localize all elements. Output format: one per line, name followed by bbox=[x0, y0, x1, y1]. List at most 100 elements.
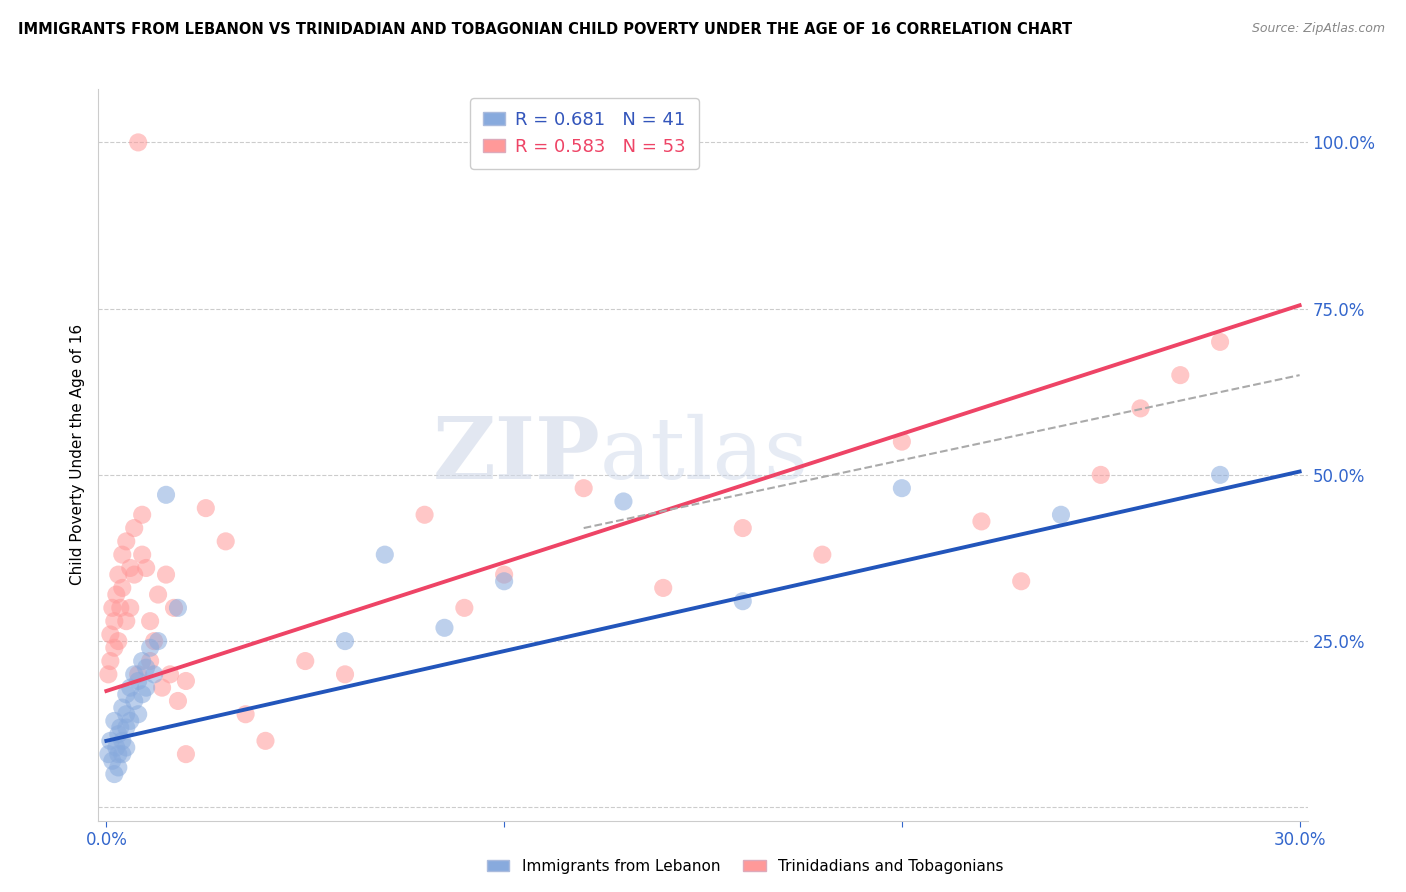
Point bbox=[103, 767, 125, 781]
Point bbox=[131, 508, 153, 522]
Point bbox=[111, 700, 134, 714]
Point bbox=[127, 136, 149, 150]
Point bbox=[135, 681, 157, 695]
Point bbox=[150, 681, 173, 695]
Point bbox=[131, 654, 153, 668]
Text: ZIP: ZIP bbox=[433, 413, 600, 497]
Point bbox=[127, 673, 149, 688]
Point bbox=[174, 747, 197, 761]
Y-axis label: Child Poverty Under the Age of 16: Child Poverty Under the Age of 16 bbox=[69, 325, 84, 585]
Point bbox=[135, 661, 157, 675]
Point bbox=[333, 634, 356, 648]
Point bbox=[155, 488, 177, 502]
Point bbox=[103, 714, 125, 728]
Point bbox=[120, 681, 142, 695]
Point bbox=[120, 561, 142, 575]
Point bbox=[97, 747, 120, 761]
Point bbox=[494, 574, 516, 589]
Point bbox=[107, 760, 129, 774]
Legend: Immigrants from Lebanon, Trinidadians and Tobagonians: Immigrants from Lebanon, Trinidadians an… bbox=[481, 853, 1010, 880]
Point bbox=[215, 534, 238, 549]
Point bbox=[194, 501, 217, 516]
Point bbox=[1090, 467, 1112, 482]
Point bbox=[139, 640, 162, 655]
Text: Source: ZipAtlas.com: Source: ZipAtlas.com bbox=[1251, 22, 1385, 36]
Point bbox=[115, 687, 138, 701]
Point bbox=[731, 521, 754, 535]
Point bbox=[167, 694, 190, 708]
Point bbox=[120, 600, 142, 615]
Point bbox=[103, 614, 125, 628]
Point bbox=[572, 481, 595, 495]
Point bbox=[1010, 574, 1032, 589]
Point bbox=[97, 667, 120, 681]
Point bbox=[115, 740, 138, 755]
Point bbox=[122, 694, 145, 708]
Point bbox=[107, 727, 129, 741]
Point bbox=[135, 561, 157, 575]
Point bbox=[294, 654, 316, 668]
Point bbox=[374, 548, 396, 562]
Text: IMMIGRANTS FROM LEBANON VS TRINIDADIAN AND TOBAGONIAN CHILD POVERTY UNDER THE AG: IMMIGRANTS FROM LEBANON VS TRINIDADIAN A… bbox=[18, 22, 1073, 37]
Point bbox=[131, 687, 153, 701]
Point bbox=[139, 614, 162, 628]
Point bbox=[146, 588, 169, 602]
Point bbox=[111, 734, 134, 748]
Legend: R = 0.681   N = 41, R = 0.583   N = 53: R = 0.681 N = 41, R = 0.583 N = 53 bbox=[470, 98, 699, 169]
Point bbox=[105, 588, 128, 602]
Point bbox=[453, 600, 475, 615]
Point bbox=[811, 548, 834, 562]
Point bbox=[612, 494, 634, 508]
Point bbox=[115, 534, 138, 549]
Point bbox=[139, 654, 162, 668]
Point bbox=[1129, 401, 1152, 416]
Point bbox=[652, 581, 675, 595]
Point bbox=[143, 667, 166, 681]
Point bbox=[155, 567, 177, 582]
Point bbox=[122, 521, 145, 535]
Point bbox=[159, 667, 181, 681]
Point bbox=[174, 673, 197, 688]
Point bbox=[890, 481, 912, 495]
Point bbox=[120, 714, 142, 728]
Point bbox=[98, 627, 121, 641]
Point bbox=[1209, 467, 1232, 482]
Point bbox=[433, 621, 456, 635]
Point bbox=[111, 548, 134, 562]
Point bbox=[235, 707, 257, 722]
Point bbox=[890, 434, 912, 449]
Point bbox=[970, 515, 993, 529]
Point bbox=[1050, 508, 1073, 522]
Point bbox=[98, 734, 121, 748]
Point bbox=[103, 640, 125, 655]
Point bbox=[254, 734, 277, 748]
Point bbox=[111, 747, 134, 761]
Text: atlas: atlas bbox=[600, 413, 810, 497]
Point bbox=[146, 634, 169, 648]
Point bbox=[107, 567, 129, 582]
Point bbox=[143, 634, 166, 648]
Point bbox=[122, 667, 145, 681]
Point bbox=[110, 600, 132, 615]
Point bbox=[333, 667, 356, 681]
Point bbox=[110, 721, 132, 735]
Point bbox=[105, 740, 128, 755]
Point bbox=[127, 667, 149, 681]
Point bbox=[127, 707, 149, 722]
Point bbox=[107, 747, 129, 761]
Point bbox=[98, 654, 121, 668]
Point bbox=[131, 548, 153, 562]
Point bbox=[115, 707, 138, 722]
Point bbox=[1168, 368, 1191, 383]
Point bbox=[163, 600, 186, 615]
Point bbox=[115, 614, 138, 628]
Point bbox=[115, 721, 138, 735]
Point bbox=[413, 508, 436, 522]
Point bbox=[101, 600, 124, 615]
Point bbox=[494, 567, 516, 582]
Point bbox=[111, 581, 134, 595]
Point bbox=[101, 754, 124, 768]
Point bbox=[1209, 334, 1232, 349]
Point bbox=[122, 567, 145, 582]
Point bbox=[167, 600, 190, 615]
